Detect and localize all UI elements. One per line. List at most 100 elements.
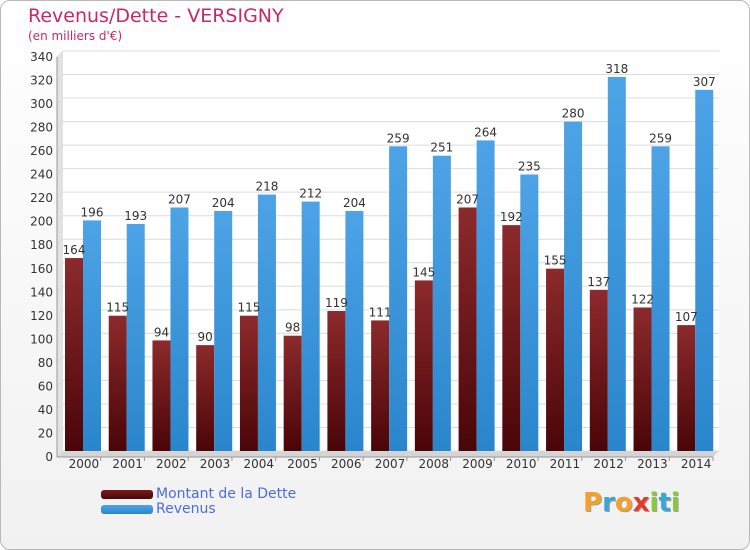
logo-letter: i (649, 488, 659, 518)
logo-letter: P (583, 488, 603, 518)
legend-label-revenus: Revenus (156, 501, 216, 517)
data-label-dette: 145 (412, 265, 435, 279)
gridline-side (56, 450, 64, 458)
bar-dette (152, 340, 171, 451)
bar-revenus (83, 220, 101, 451)
gridline-side (56, 238, 64, 246)
x-tick-label: 2002 (156, 457, 187, 471)
bar-revenus (257, 194, 276, 451)
bar-revenus (214, 211, 233, 451)
data-label-revenus: 307 (693, 75, 716, 89)
data-label-revenus: 212 (299, 187, 322, 201)
bar-dette (371, 320, 390, 451)
x-tick-label: 2003 (200, 457, 231, 471)
logo-letter: r (602, 488, 615, 518)
bar-dette (546, 268, 565, 451)
y-tick-label: 300 (30, 97, 53, 111)
bar-revenus (126, 223, 145, 451)
data-label-revenus: 235 (518, 160, 541, 174)
gridline-side (56, 168, 64, 176)
gridline-side (56, 332, 64, 340)
gridline-side (56, 380, 64, 387)
bar-revenus (432, 155, 451, 452)
x-tick-label: 2004 (244, 457, 275, 471)
chart-subtitle: (en milliers d'€) (28, 29, 123, 43)
gridline-side (56, 121, 64, 128)
data-label-dette: 122 (631, 292, 654, 306)
x-tick-label: 2005 (287, 457, 318, 471)
y-tick-label: 280 (30, 121, 53, 135)
bar-dette (283, 335, 302, 451)
y-tick-label: 160 (30, 262, 53, 276)
y-tick-label: 320 (30, 74, 53, 88)
x-tick-label: 2010 (506, 457, 537, 471)
bar-dette (677, 325, 696, 451)
data-label-dette: 155 (544, 254, 567, 268)
y-tick-label: 240 (30, 168, 53, 182)
data-label-dette: 119 (325, 296, 348, 310)
bar-dette (633, 307, 652, 451)
x-tick-label: 2009 (462, 457, 493, 471)
logo-letter: o (614, 488, 633, 518)
plot-side-wall (57, 51, 63, 457)
bar-dette (414, 280, 433, 451)
bar-dette (502, 225, 521, 451)
y-tick-label: 80 (38, 356, 53, 370)
x-tick-label: 2008 (418, 457, 449, 471)
x-tick-label: 2012 (593, 457, 624, 471)
y-tick-label: 20 (38, 426, 53, 440)
plot-floor (57, 451, 719, 457)
y-tick-label: 180 (30, 238, 53, 252)
bar-revenus (170, 207, 189, 451)
data-label-dette: 192 (500, 210, 523, 224)
gridline-side (56, 215, 64, 223)
x-tick-label: 2000 (69, 457, 100, 471)
legend-label-dette: Montant de la Dette (156, 486, 297, 502)
bar-revenus (345, 211, 364, 451)
y-tick-label: 40 (38, 403, 53, 417)
data-label-revenus: 207 (168, 192, 191, 206)
bar-revenus (695, 89, 714, 451)
bar-revenus (651, 146, 670, 451)
bar-dette (239, 315, 258, 451)
data-label-dette: 111 (369, 305, 392, 319)
data-label-dette: 164 (63, 243, 86, 257)
gridline-side (56, 427, 64, 434)
data-label-revenus: 259 (649, 131, 672, 145)
gridline-side (56, 50, 64, 58)
x-tick-label: 2006 (331, 457, 362, 471)
data-label-dette: 115 (106, 301, 129, 315)
data-label-revenus: 196 (81, 205, 104, 219)
bar-dette (458, 207, 477, 451)
x-tick-label: 2007 (375, 457, 406, 471)
data-label-dette: 137 (587, 275, 610, 289)
bar-dette (589, 289, 608, 451)
chart-title: Revenus/Dette - VERSIGNY (28, 5, 284, 27)
proxiti-logo: Proxiti (583, 488, 680, 518)
y-tick-label: 340 (30, 50, 53, 64)
bar-dette (65, 258, 83, 451)
data-label-dette: 107 (675, 310, 698, 324)
data-label-revenus: 264 (474, 125, 497, 139)
data-label-revenus: 204 (343, 196, 366, 210)
bar-revenus (389, 146, 408, 451)
gridline-side (56, 285, 64, 293)
bar-dette (196, 345, 215, 451)
legend-swatch-dette (101, 490, 153, 499)
bar-revenus (476, 140, 495, 452)
data-label-revenus: 280 (562, 107, 585, 121)
data-label-revenus: 318 (605, 62, 628, 76)
bar-revenus (520, 174, 539, 451)
y-tick-label: 260 (30, 144, 53, 158)
x-tick-label: 2011 (550, 457, 581, 471)
bar-revenus (301, 201, 320, 451)
gridline-side (56, 191, 64, 199)
data-label-dette: 90 (198, 330, 213, 344)
data-label-revenus: 193 (124, 209, 147, 223)
data-label-dette: 98 (285, 321, 300, 335)
gridline-side (56, 144, 64, 152)
bar-dette (108, 315, 127, 451)
x-tick-label: 2013 (637, 457, 668, 471)
y-tick-label: 120 (30, 309, 53, 323)
